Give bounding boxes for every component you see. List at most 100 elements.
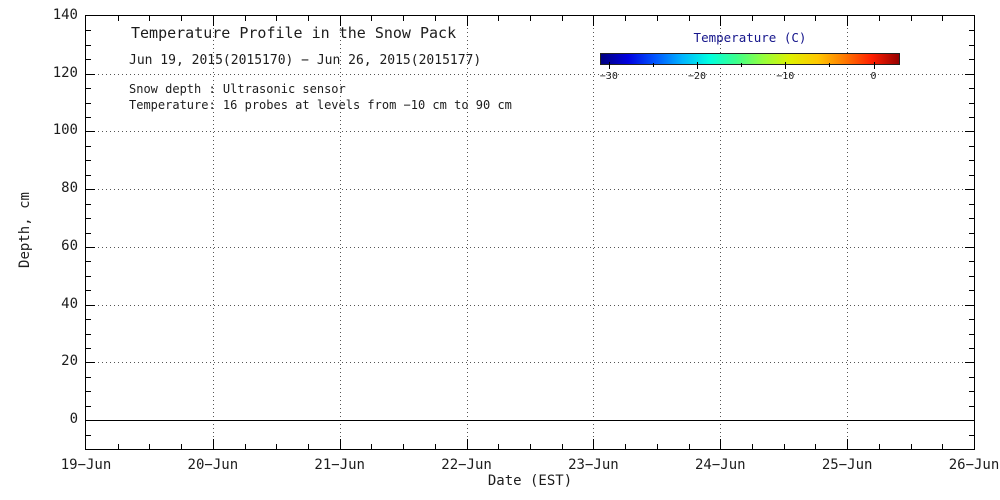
axis-tick — [149, 444, 151, 449]
gridline-horizontal — [86, 362, 974, 364]
annotation-temperature: Temperature: 16 probes at levels from −1… — [129, 98, 512, 112]
gridline-vertical — [339, 16, 341, 449]
colorbar-tick-label: −10 — [776, 71, 795, 82]
axis-tick — [434, 16, 436, 21]
axis-tick — [965, 246, 974, 248]
axis-tick — [942, 444, 944, 449]
colorbar-minor-tick — [741, 63, 743, 67]
axis-tick — [969, 434, 974, 436]
axis-tick — [86, 290, 91, 292]
chart-title: Temperature Profile in the Snow Pack — [131, 24, 457, 42]
axis-tick — [181, 16, 183, 21]
axis-tick — [783, 16, 785, 21]
axis-tick — [969, 160, 974, 162]
axis-tick — [561, 444, 563, 449]
gridline-vertical — [466, 16, 468, 449]
axis-tick — [969, 203, 974, 205]
axis-tick — [625, 16, 627, 21]
y-tick-label: 100 — [52, 122, 78, 139]
axis-tick — [561, 16, 563, 21]
axis-tick — [86, 246, 95, 248]
colorbar-tick-label: 0 — [870, 71, 877, 82]
axis-tick — [86, 362, 95, 364]
axis-tick — [969, 218, 974, 220]
axis-tick — [86, 347, 91, 349]
axis-tick — [86, 333, 91, 335]
axis-tick — [244, 16, 246, 21]
axis-tick — [969, 59, 974, 61]
axis-tick — [434, 444, 436, 449]
axis-tick — [688, 16, 690, 21]
x-tick-label: 22−Jun — [441, 457, 492, 473]
axis-tick — [86, 88, 91, 90]
colorbar-tick — [785, 62, 787, 69]
axis-tick — [276, 16, 278, 21]
chart-subtitle: Jun 19, 2015(2015170) − Jun 26, 2015(201… — [129, 53, 482, 68]
axis-tick — [86, 275, 91, 277]
axis-tick — [212, 16, 214, 26]
gridline-horizontal — [86, 304, 974, 306]
axis-tick — [86, 189, 95, 191]
x-tick-label: 19−Jun — [60, 457, 112, 473]
axis-tick — [969, 391, 974, 393]
x-axis-label: Date (EST) — [487, 473, 573, 489]
axis-tick — [965, 131, 974, 133]
axis-tick — [466, 439, 468, 449]
axis-tick — [969, 347, 974, 349]
y-tick-label: 20 — [61, 353, 78, 370]
axis-tick — [86, 376, 91, 378]
axis-tick — [86, 261, 91, 263]
axis-tick — [969, 44, 974, 46]
axis-tick — [149, 16, 151, 21]
axis-tick — [498, 444, 500, 449]
axis-tick — [371, 16, 373, 21]
gridline-vertical — [847, 16, 849, 449]
axis-tick — [86, 102, 91, 104]
axis-tick — [720, 439, 722, 449]
axis-tick — [593, 16, 595, 26]
axis-tick — [969, 261, 974, 263]
y-tick-label: 120 — [52, 64, 78, 81]
axis-tick — [86, 391, 91, 393]
axis-tick — [371, 444, 373, 449]
y-axis-label: Depth, cm — [17, 192, 33, 268]
axis-tick — [910, 16, 912, 21]
x-tick-label: 26−Jun — [948, 457, 1000, 473]
x-tick-label: 23−Jun — [568, 457, 619, 473]
axis-tick — [965, 189, 974, 191]
axis-tick — [847, 439, 849, 449]
axis-tick — [969, 405, 974, 407]
axis-tick — [86, 160, 91, 162]
x-tick-label: 21−Jun — [314, 457, 365, 473]
axis-tick — [181, 444, 183, 449]
axis-tick — [942, 16, 944, 21]
axis-tick — [969, 275, 974, 277]
y-tick-label: 0 — [69, 411, 78, 428]
axis-tick — [339, 439, 341, 449]
axis-tick — [86, 59, 91, 61]
y-tick-label: 60 — [61, 237, 78, 254]
axis-tick — [86, 44, 91, 46]
axis-tick — [86, 304, 95, 306]
axis-tick — [212, 439, 214, 449]
axis-tick — [117, 16, 119, 21]
axis-tick — [86, 73, 95, 75]
axis-tick — [969, 376, 974, 378]
axis-tick — [969, 145, 974, 147]
y-tick-label: 40 — [61, 295, 78, 312]
colorbar-tick-label: −20 — [688, 71, 707, 82]
axis-tick — [965, 304, 974, 306]
axis-tick — [593, 439, 595, 449]
axis-tick — [815, 444, 817, 449]
axis-tick — [969, 102, 974, 104]
axis-tick — [847, 16, 849, 26]
colorbar: Temperature (C) −30 −20 −10 0 — [600, 30, 900, 85]
gridline-horizontal — [86, 131, 974, 133]
colorbar-tick-label: −30 — [599, 71, 618, 82]
axis-tick — [86, 30, 91, 32]
axis-tick — [969, 290, 974, 292]
axis-tick — [720, 16, 722, 26]
colorbar-title: Temperature (C) — [693, 30, 807, 45]
axis-tick — [910, 444, 912, 449]
axis-tick — [466, 16, 468, 26]
